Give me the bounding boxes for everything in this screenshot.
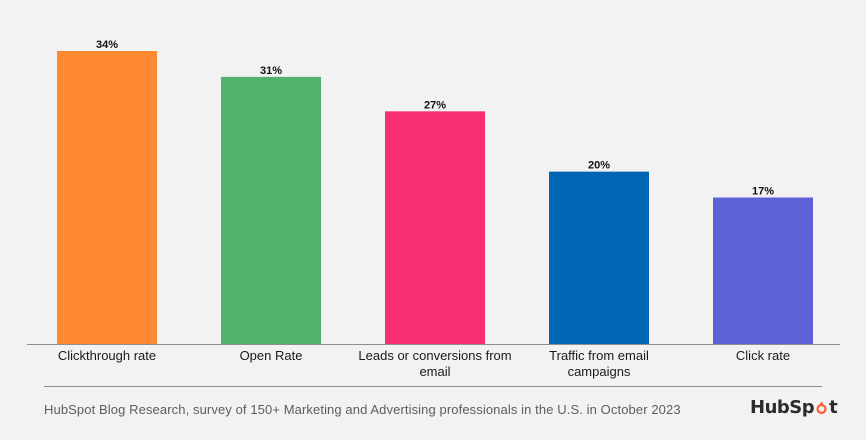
category-label-5: Click rate (736, 348, 790, 363)
value-label-5: 17% (752, 186, 774, 198)
value-label-1: 34% (96, 39, 118, 51)
category-labels-group: Clickthrough rate Open Rate Leads or conve… (58, 348, 790, 379)
sprocket-icon (815, 401, 828, 415)
bar-5 (713, 197, 813, 344)
brand-prefix: HubSp (750, 397, 815, 418)
value-labels-group: 34% 31% 27% 20% 17% (96, 39, 774, 198)
brand-suffix: t (829, 397, 838, 418)
value-label-3: 27% (424, 99, 446, 111)
footer-divider (44, 386, 822, 387)
bar-3 (385, 111, 485, 344)
category-label-2: Open Rate (240, 348, 303, 363)
bar-1 (57, 51, 157, 344)
category-label-3: Leads or conversions from email (358, 348, 511, 379)
value-label-4: 20% (588, 160, 610, 172)
bars-group (57, 51, 813, 345)
hubspot-logo: HubSp t (750, 397, 838, 418)
value-label-2: 31% (260, 65, 282, 77)
source-note: HubSpot Blog Research, survey of 150+ Ma… (44, 402, 681, 417)
bar-4 (549, 171, 649, 344)
category-label-1: Clickthrough rate (58, 348, 156, 363)
category-label-4: Traffic from email campaigns (549, 348, 649, 379)
bar-2 (221, 76, 321, 345)
